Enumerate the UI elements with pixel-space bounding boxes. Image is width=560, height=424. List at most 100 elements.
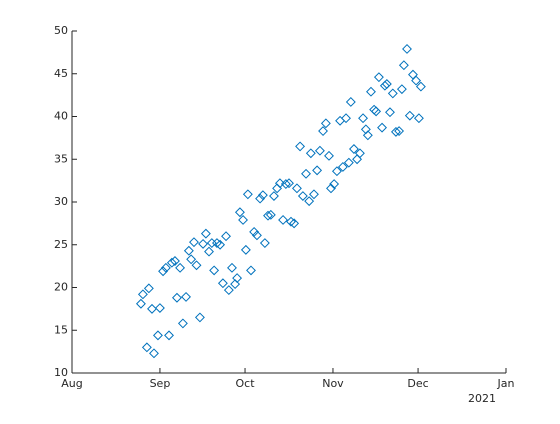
x-tick-label: Oct: [236, 377, 256, 390]
point: [274, 178, 285, 189]
point: [326, 183, 336, 194]
x-tick-label: Aug: [61, 377, 82, 390]
x-tick-label: Sep: [150, 377, 171, 390]
point: [215, 239, 226, 250]
y-tick-label: 25: [54, 238, 68, 251]
y-tick-label: 50: [54, 24, 68, 37]
point: [371, 106, 382, 117]
point: [198, 238, 209, 249]
point: [309, 189, 319, 200]
point: [172, 292, 182, 303]
point: [149, 348, 159, 359]
point: [158, 266, 169, 277]
point: [265, 209, 276, 220]
point: [137, 289, 148, 300]
point: [402, 44, 412, 54]
point: [345, 97, 356, 107]
point: [284, 178, 294, 189]
point: [396, 84, 407, 95]
point: [411, 75, 422, 86]
point: [221, 231, 231, 242]
point: [381, 79, 392, 89]
point: [204, 246, 214, 257]
point: [373, 72, 384, 83]
point: [175, 262, 186, 273]
point: [227, 262, 237, 273]
point: [217, 278, 228, 289]
point: [362, 130, 373, 141]
point: [352, 154, 363, 165]
point: [295, 141, 306, 152]
point: [404, 110, 415, 121]
point: [366, 86, 376, 97]
point: [147, 303, 157, 314]
point: [335, 115, 346, 126]
point: [415, 81, 426, 92]
point: [246, 265, 256, 276]
point: [249, 226, 260, 237]
point: [377, 122, 387, 133]
y-tick-label: 20: [54, 281, 68, 294]
point: [324, 150, 334, 161]
point: [154, 303, 165, 313]
y-tick-label: 15: [54, 323, 68, 336]
point: [408, 69, 418, 80]
point: [223, 285, 234, 296]
point: [259, 238, 270, 248]
point: [141, 342, 152, 353]
point: [160, 262, 171, 273]
point: [297, 191, 308, 201]
point: [240, 244, 251, 255]
point: [341, 113, 351, 124]
point: [164, 330, 174, 341]
point: [337, 161, 348, 172]
point: [398, 60, 409, 71]
point: [331, 166, 342, 177]
point: [349, 144, 359, 154]
point: [209, 265, 220, 276]
x-tick-label: Jan: [497, 377, 515, 390]
point: [242, 189, 253, 200]
x-tick-label: Nov: [322, 377, 344, 390]
point: [170, 256, 180, 266]
point: [354, 148, 365, 159]
point: [234, 207, 245, 218]
point: [143, 283, 154, 294]
y-tick-label: 30: [54, 195, 68, 208]
point: [314, 145, 325, 156]
point: [152, 330, 163, 341]
point: [189, 237, 199, 248]
point: [385, 107, 395, 118]
point: [255, 193, 266, 204]
y-tick-label: 10: [54, 366, 68, 379]
point: [301, 168, 311, 179]
point: [251, 230, 262, 241]
y-tick-label: 35: [54, 152, 68, 165]
x-tick-label: Dec: [407, 377, 428, 390]
point: [206, 238, 217, 248]
point: [278, 215, 288, 225]
point: [238, 215, 248, 225]
point: [413, 113, 424, 124]
point: [304, 196, 315, 207]
point: [394, 126, 405, 136]
point: [358, 113, 368, 124]
point: [194, 312, 205, 323]
y-tick-label: 45: [54, 67, 68, 80]
point: [181, 291, 191, 302]
point: [291, 183, 302, 194]
y-tick-label: 40: [54, 110, 68, 123]
point: [177, 318, 188, 329]
point: [289, 218, 300, 229]
point: [135, 298, 146, 309]
point: [186, 254, 197, 265]
point: [343, 157, 354, 168]
point: [329, 179, 340, 189]
point: [312, 165, 323, 176]
point: [320, 118, 331, 129]
point: [269, 191, 279, 201]
point: [200, 228, 211, 239]
x-secondary-label: 2021: [468, 392, 496, 405]
point: [257, 190, 268, 201]
